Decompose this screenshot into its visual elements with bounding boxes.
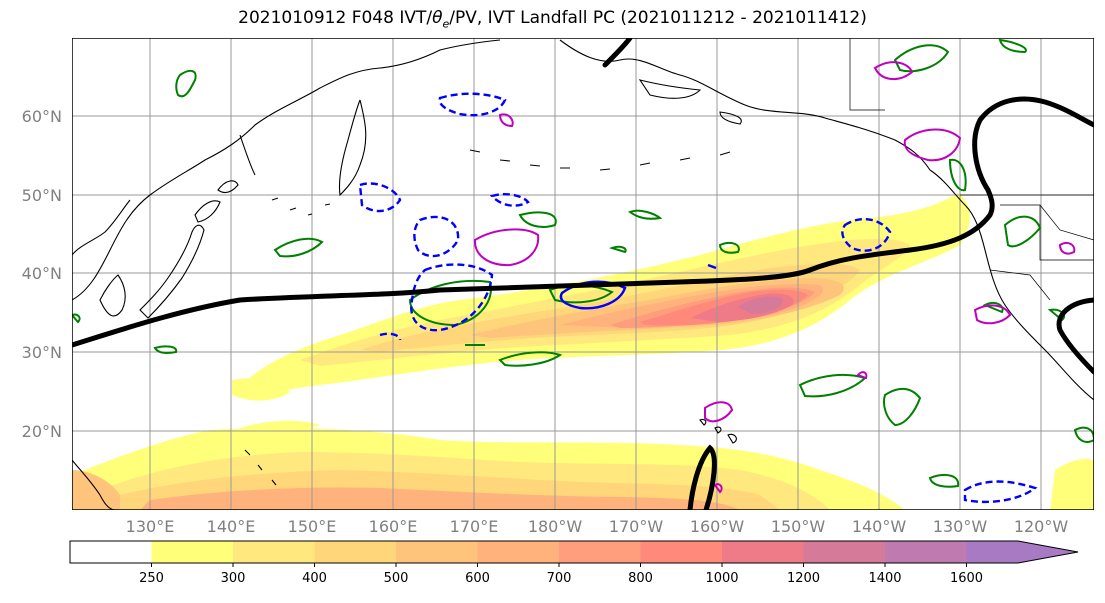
lon-label-120w: 120°W <box>1014 517 1069 536</box>
ivt-landfall-pc-contours <box>72 38 1094 510</box>
lon-label-140w: 140°W <box>852 517 907 536</box>
ivt-filled-contours <box>72 193 1094 510</box>
magenta-contours <box>473 61 1076 494</box>
lon-label-160e: 160°E <box>369 517 418 536</box>
theta-e-contours <box>72 38 1094 488</box>
colorbar-segment <box>396 541 478 563</box>
colorbar-tick-label: 1600 <box>950 571 983 586</box>
lat-label-40: 40°N <box>22 264 62 283</box>
colorbar-tick-label: 700 <box>547 571 572 586</box>
colorbar-tick-label: 400 <box>302 571 327 586</box>
colorbar-segment <box>722 541 804 563</box>
lon-label-160w: 160°W <box>690 517 745 536</box>
colorbar-tick-label: 300 <box>221 571 246 586</box>
title-suffix: /PV, IVT Landfall PC (2021011212 - 20210… <box>449 8 867 28</box>
colorbar-segment <box>803 541 886 563</box>
pv-solid-contours <box>559 263 717 310</box>
longitude-labels: 130°E 140°E 150°E 160°E 170°E 180°W 170°… <box>126 517 1069 536</box>
political-borders <box>849 38 1094 301</box>
lon-label-180w: 180°W <box>528 517 583 536</box>
map-title: 2021010912 F048 IVT/θe/PV, IVT Landfall … <box>0 8 1105 30</box>
lat-label-30: 30°N <box>22 343 62 362</box>
colorbar-segment <box>70 541 152 563</box>
lat-label-20: 20°N <box>22 422 62 441</box>
lat-label-50: 50°N <box>22 186 62 205</box>
colorbar-segment <box>966 541 1078 563</box>
colorbar-tick-label: 500 <box>384 571 409 586</box>
colorbar-tick-label: 800 <box>628 571 653 586</box>
coastlines <box>72 39 1094 510</box>
colorbar-tick-label: 1200 <box>787 571 820 586</box>
lat-label-60: 60°N <box>22 107 62 126</box>
lon-label-140e: 140°E <box>207 517 256 536</box>
colorbar-tick-label: 600 <box>465 571 490 586</box>
title-theta-subscript: e <box>442 17 450 31</box>
colorbar-tick-label: 1400 <box>868 571 901 586</box>
lon-label-130w: 130°W <box>933 517 988 536</box>
colorbar-tick-label: 1000 <box>705 571 738 586</box>
colorbar-tick-label: 250 <box>139 571 164 586</box>
map-plot-area <box>72 38 1094 510</box>
colorbar-segment <box>640 541 723 563</box>
colorbar-segment <box>477 541 560 563</box>
lon-label-150e: 150°E <box>288 517 337 536</box>
colorbar-segment <box>885 541 967 563</box>
colorbar-segment <box>151 541 234 563</box>
lon-label-150w: 150°W <box>771 517 826 536</box>
colorbar-segment <box>559 541 641 563</box>
lon-label-170w: 170°W <box>609 517 664 536</box>
colorbar-segment <box>233 541 315 563</box>
colorbar-segment <box>314 541 397 563</box>
colorbar: 250 300 400 500 600 700 800 1000 1200 1400 1600 <box>69 540 1079 586</box>
colorbar-outline <box>69 540 1079 564</box>
graticule <box>72 38 1094 510</box>
title-theta-symbol: θ <box>432 8 443 28</box>
lon-label-130e: 130°E <box>126 517 175 536</box>
title-prefix: 2021010912 F048 IVT/ <box>238 8 433 28</box>
latitude-labels: 20°N 30°N 40°N 50°N 60°N <box>22 107 62 441</box>
lon-label-170e: 170°E <box>450 517 499 536</box>
